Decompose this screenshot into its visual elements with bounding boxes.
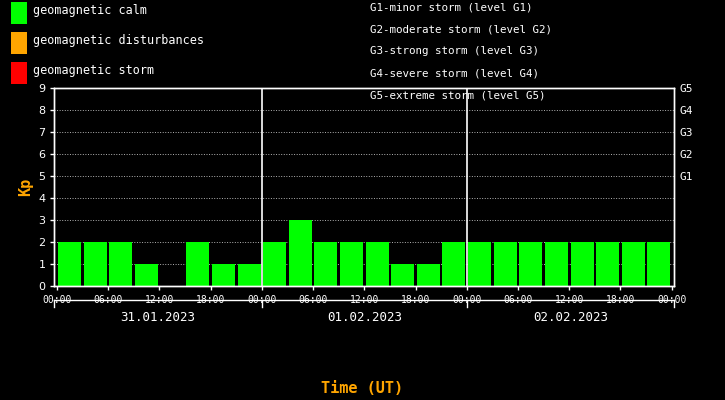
Y-axis label: Kp: Kp [17,178,33,196]
Text: G1-minor storm (level G1): G1-minor storm (level G1) [370,2,532,12]
Text: geomagnetic calm: geomagnetic calm [33,4,146,17]
Bar [238,264,260,286]
Bar [519,242,542,286]
Text: geomagnetic disturbances: geomagnetic disturbances [33,34,204,47]
Bar [545,242,568,286]
Text: G2-moderate storm (level G2): G2-moderate storm (level G2) [370,24,552,34]
Text: 31.01.2023: 31.01.2023 [120,311,196,324]
Bar [315,242,337,286]
Bar [340,242,363,286]
Bar [494,242,517,286]
Text: G3-strong storm (level G3): G3-strong storm (level G3) [370,46,539,56]
Bar [468,242,491,286]
Bar [58,242,81,286]
Bar [596,242,619,286]
Bar [622,242,645,286]
Bar [186,242,210,286]
Bar [442,242,465,286]
Bar [417,264,440,286]
Bar [365,242,389,286]
Text: G4-severe storm (level G4): G4-severe storm (level G4) [370,68,539,78]
Text: geomagnetic storm: geomagnetic storm [33,64,154,77]
Text: G5-extreme storm (level G5): G5-extreme storm (level G5) [370,90,545,100]
Text: 01.02.2023: 01.02.2023 [327,311,402,324]
Bar [84,242,107,286]
Bar [647,242,671,286]
Text: Time (UT): Time (UT) [321,381,404,396]
Text: 02.02.2023: 02.02.2023 [533,311,608,324]
Bar [212,264,235,286]
Bar [289,220,312,286]
Bar [263,242,286,286]
Bar [392,264,414,286]
Bar [571,242,594,286]
Bar [135,264,158,286]
Bar [109,242,133,286]
